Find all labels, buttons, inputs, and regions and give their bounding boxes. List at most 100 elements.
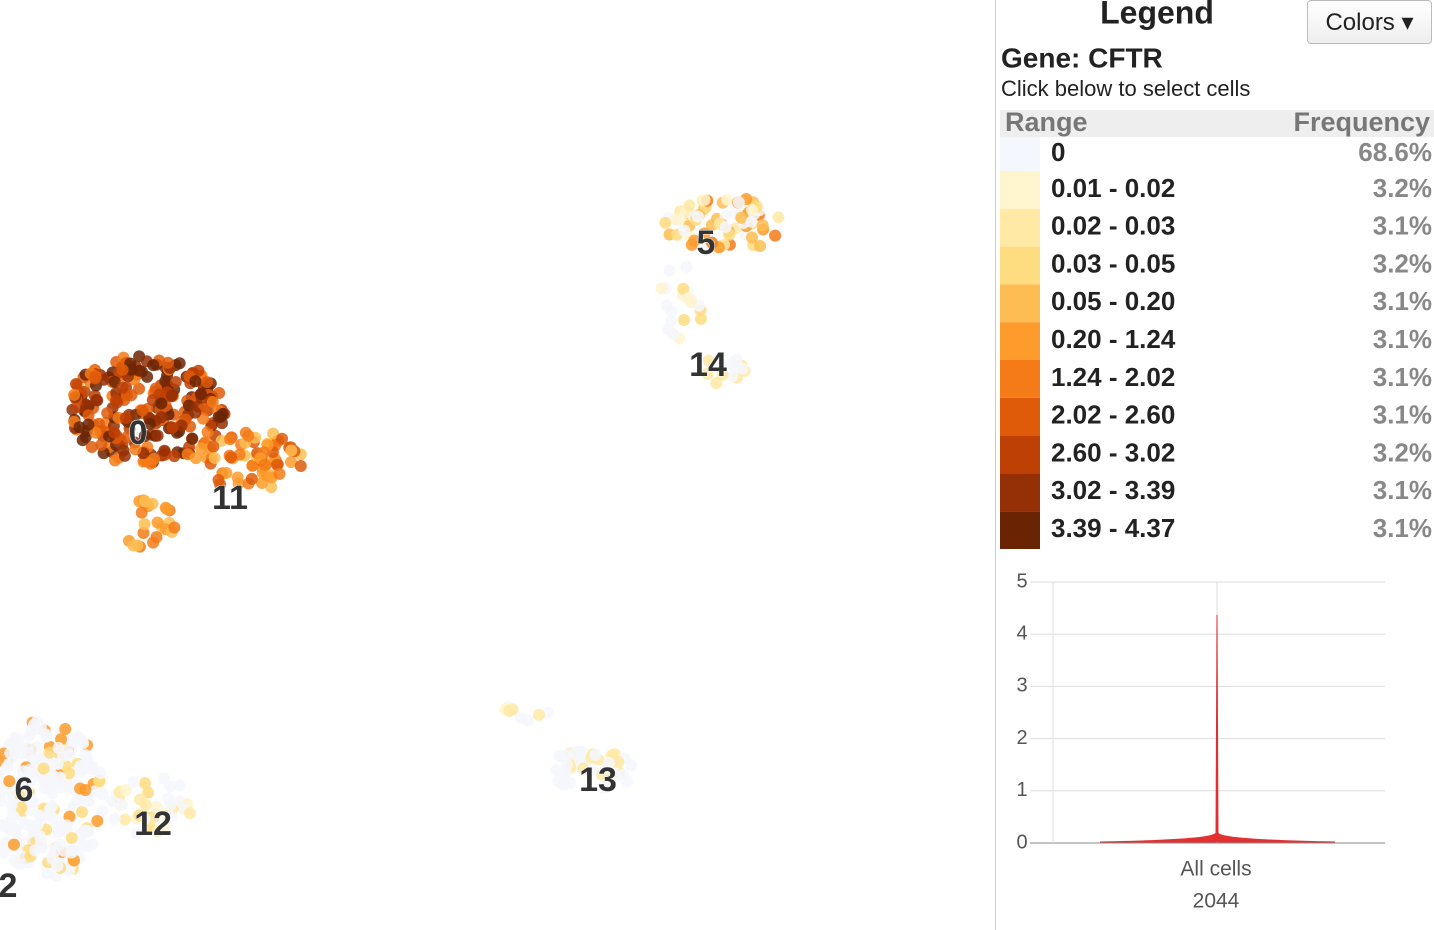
cell-point [89,426,102,439]
cell-point [0,795,7,808]
legend-swatch[interactable] [1000,208,1040,247]
cell-point [208,451,221,464]
legend-frequency[interactable]: 3.1% [1373,286,1432,316]
y-tick-label: 4 [1016,622,1027,644]
cell-point [0,769,5,781]
cluster-label: 2 [0,867,17,905]
y-tick-label: 0 [1016,831,1027,853]
legend-frequency[interactable]: 3.1% [1373,513,1432,543]
cell-point [769,229,782,242]
legend-swatch[interactable] [1000,284,1040,323]
cell-point [116,381,129,394]
legend-frequency[interactable]: 3.1% [1373,211,1432,241]
cell-point [745,203,758,216]
cell-point [137,527,150,540]
cell-point [136,404,149,417]
cell-point [94,767,107,780]
cell-point [116,363,129,376]
cluster-label: 12 [134,805,172,843]
legend-range[interactable]: 0.02 - 0.03 [1051,211,1175,241]
cell-point [698,227,711,240]
cell-point [41,867,54,880]
legend-range[interactable]: 0.05 - 0.20 [1051,286,1175,316]
legend-swatch[interactable] [1000,246,1040,285]
cell-point [730,361,743,374]
legend-frequency[interactable]: 3.1% [1373,400,1432,430]
legend-frequency[interactable]: 3.1% [1373,362,1432,392]
cell-point [155,397,168,410]
cell-point [82,409,95,422]
cell-point [189,375,202,388]
cell-point [224,433,237,446]
legend-frequency[interactable]: 3.1% [1373,475,1432,505]
cell-point [115,798,128,811]
cell-point [119,412,132,425]
cell-point [195,442,208,455]
cell-point [160,502,173,515]
legend-swatch[interactable] [1000,511,1040,549]
legend-frequency[interactable]: 3.2% [1373,437,1432,467]
cell-point [96,788,109,801]
cell-point [560,758,573,771]
legend-frequency[interactable]: 3.1% [1373,324,1432,354]
legend-range[interactable]: 1.24 - 2.02 [1051,362,1175,392]
legend-range[interactable]: 2.02 - 2.60 [1051,400,1175,430]
cell-point [0,797,1,803]
cell-point [12,733,25,746]
frequency-header: Frequency [1293,107,1430,137]
legend-swatch[interactable] [1000,322,1040,360]
cell-point [164,780,177,793]
legend-frequency[interactable]: 3.2% [1373,173,1432,203]
instruction: Click below to select cells [1001,76,1250,101]
cell-point [146,497,159,510]
cell-point [33,830,46,843]
violin-count: 2044 [1193,890,1240,913]
cell-point [165,389,178,402]
cell-point [76,434,89,447]
cell-point [151,825,164,838]
legend-frequency[interactable]: 68.6% [1358,137,1432,167]
legend-range[interactable]: 0 [1051,137,1065,167]
cell-point [21,781,34,794]
cell-point [91,815,104,828]
cell-point [265,481,278,494]
cell-point [150,531,163,544]
cell-point [82,418,95,431]
legend-range[interactable]: 0.03 - 0.05 [1051,248,1175,278]
legend-range[interactable]: 2.60 - 3.02 [1051,437,1175,467]
cell-point [6,785,19,798]
cell-point [694,312,707,325]
colors-button[interactable]: Colors ▾ [1307,0,1432,44]
legend-swatch[interactable] [1000,360,1040,398]
cell-point [678,313,691,326]
cell-point [603,757,616,770]
cell-point [63,864,76,877]
cell-point [166,421,179,434]
cell-point [23,763,36,776]
legend-swatch[interactable] [1000,473,1040,512]
cell-point [40,730,53,743]
legend-swatch[interactable] [1000,435,1040,474]
cell-point [186,432,199,445]
legend-range[interactable]: 3.39 - 4.37 [1051,513,1175,543]
cell-point [129,443,142,456]
colors-button-label: Colors [1325,8,1395,36]
legend-swatch[interactable] [1000,397,1040,436]
legend-frequency[interactable]: 3.2% [1373,248,1432,278]
cell-point [201,376,214,389]
cell-point [135,506,148,519]
cell-point [79,749,92,762]
violin [1099,614,1336,843]
cell-point [284,456,297,469]
legend-range[interactable]: 0.20 - 1.24 [1051,324,1176,354]
legend-swatch[interactable] [1000,171,1040,209]
cell-point [294,460,307,473]
cell-point [108,426,121,439]
legend-range[interactable]: 3.02 - 3.39 [1051,475,1175,505]
y-tick-label: 1 [1016,779,1027,801]
legend-range[interactable]: 0.01 - 0.02 [1051,173,1175,203]
cell-point [7,838,20,851]
cell-point [52,819,65,832]
cell-point [30,741,43,754]
legend-swatch[interactable] [1000,137,1040,171]
